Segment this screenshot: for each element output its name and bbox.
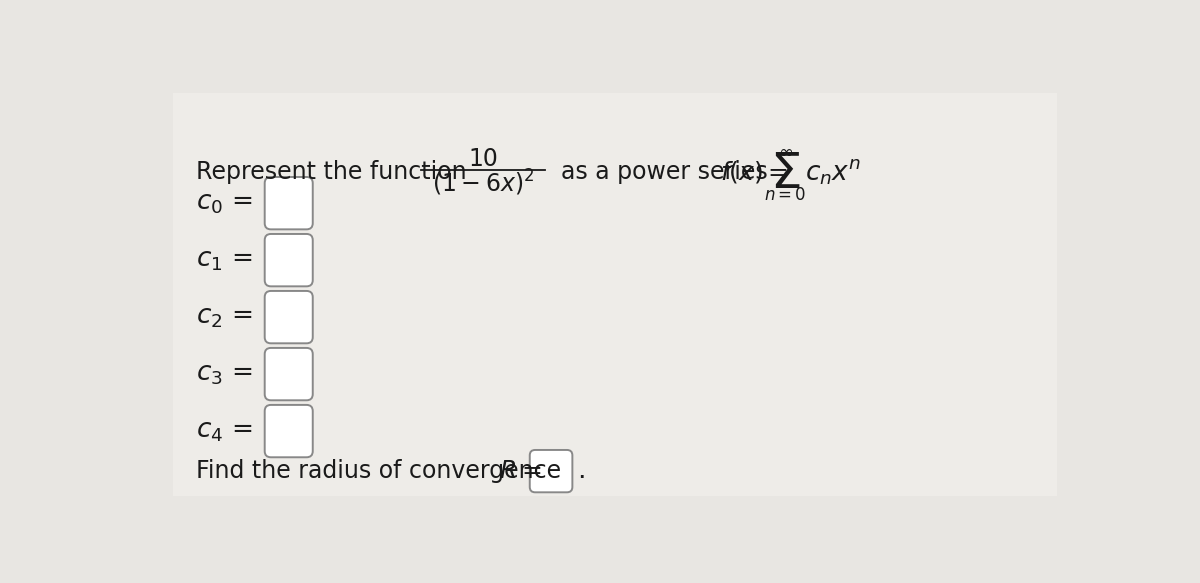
Text: $f(x) =$: $f(x) =$ <box>720 159 788 185</box>
FancyBboxPatch shape <box>529 450 572 492</box>
Text: $n=0$: $n=0$ <box>764 187 806 205</box>
Text: Represent the function: Represent the function <box>197 160 467 184</box>
FancyBboxPatch shape <box>265 177 313 229</box>
FancyBboxPatch shape <box>173 93 1057 496</box>
Text: Find the radius of convergence: Find the radius of convergence <box>197 459 562 483</box>
Text: $\infty$: $\infty$ <box>778 143 793 161</box>
FancyBboxPatch shape <box>265 234 313 286</box>
Text: .: . <box>577 458 586 484</box>
FancyBboxPatch shape <box>265 405 313 457</box>
Text: $c_4$ =: $c_4$ = <box>197 418 253 444</box>
Text: as a power series: as a power series <box>560 160 768 184</box>
Text: $R =$: $R =$ <box>499 459 541 483</box>
Text: $c_0$ =: $c_0$ = <box>197 190 253 216</box>
Text: $c_2$ =: $c_2$ = <box>197 304 253 330</box>
FancyBboxPatch shape <box>265 291 313 343</box>
Text: 10: 10 <box>468 146 498 170</box>
Text: $(1-6x)^2$: $(1-6x)^2$ <box>432 168 534 198</box>
Text: $c_1$ =: $c_1$ = <box>197 247 253 273</box>
Text: $c_n x^n$: $c_n x^n$ <box>805 157 862 187</box>
Text: $\Sigma$: $\Sigma$ <box>770 150 800 198</box>
Text: $c_3$ =: $c_3$ = <box>197 361 253 387</box>
FancyBboxPatch shape <box>265 348 313 401</box>
